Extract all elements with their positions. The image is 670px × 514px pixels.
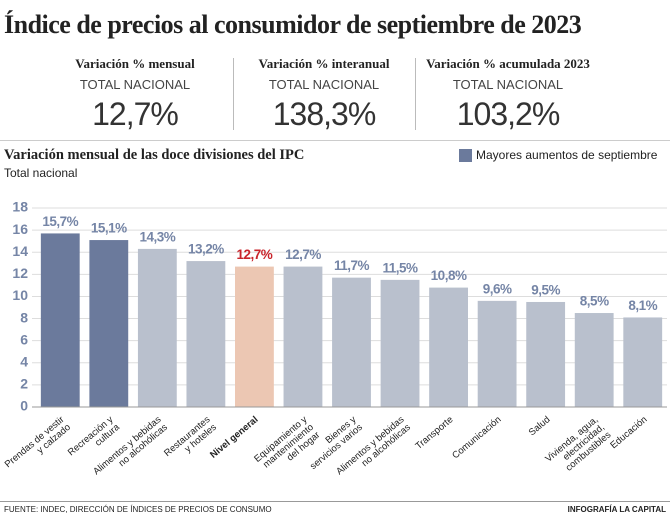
- source: FUENTE: INDEC, DIRECCIÓN DE ÍNDICES DE P…: [4, 505, 272, 514]
- value-label: 14,3%: [139, 229, 175, 244]
- kpi-sub: TOTAL NACIONAL: [79, 77, 191, 92]
- y-tick-label: 8: [20, 309, 28, 325]
- kpi: Variación % interanual TOTAL NACIONAL 138,…: [234, 56, 414, 133]
- value-label: 8,1%: [628, 298, 657, 313]
- legend-swatch: [459, 149, 472, 162]
- bar: [283, 266, 323, 407]
- credit: INFOGRAFÍA LA CAPITAL: [567, 505, 666, 514]
- bar: [526, 301, 566, 407]
- bar: [40, 233, 80, 407]
- value-label: 15,7%: [42, 214, 78, 229]
- separator: [0, 140, 670, 141]
- chart-title: Variación mensual de las doce divisiones…: [4, 147, 305, 163]
- value-label: 11,5%: [383, 260, 419, 275]
- y-tick-label: 12: [12, 265, 28, 281]
- bar: [623, 317, 663, 407]
- kpi-label: Variación % acumulada 2023: [426, 56, 590, 71]
- divider: [233, 58, 234, 130]
- bar: [89, 240, 129, 407]
- kpi-label: Variación % interanual: [258, 56, 390, 71]
- bar: [380, 279, 420, 407]
- y-tick-label: 10: [12, 287, 28, 303]
- bar: [574, 313, 614, 407]
- value-label: 12,7%: [285, 247, 321, 262]
- value-label: 15,1%: [91, 221, 127, 236]
- kpi: Variación % mensual TOTAL NACIONAL 12,7%: [45, 56, 225, 133]
- y-tick-label: 0: [20, 398, 28, 414]
- value-label: 11,7%: [334, 258, 370, 273]
- page-title: Índice de precios al consumidor de septi…: [4, 10, 582, 39]
- bar: [137, 248, 177, 407]
- value-label: 9,6%: [483, 281, 512, 296]
- kpi-value: 103,2%: [456, 96, 561, 132]
- kpi: Variación % acumulada 2023 TOTAL NACIONAL…: [418, 56, 598, 133]
- kpi-value: 138,3%: [272, 96, 377, 132]
- bar: [235, 266, 274, 407]
- legend-label: Mayores aumentos de septiembre: [476, 148, 658, 162]
- chart-subtitle: Total nacional: [4, 166, 78, 180]
- kpi-sub: TOTAL NACIONAL: [452, 77, 564, 92]
- value-label: 8,5%: [580, 294, 609, 309]
- y-tick-label: 14: [12, 243, 28, 259]
- value-label: 10,8%: [431, 268, 467, 283]
- y-tick-label: 16: [12, 221, 28, 237]
- value-label: 13,2%: [188, 242, 224, 257]
- y-tick-label: 6: [20, 331, 28, 347]
- bar: [332, 277, 371, 407]
- kpi-sub: TOTAL NACIONAL: [268, 77, 380, 92]
- y-tick-label: 2: [20, 376, 28, 392]
- bar: [477, 300, 517, 407]
- value-label: 9,5%: [531, 283, 560, 298]
- bar: [429, 287, 468, 407]
- y-tick-label: 18: [12, 199, 28, 215]
- y-tick-label: 4: [20, 353, 28, 369]
- kpi-value: 12,7%: [92, 96, 179, 132]
- footer-rule: [0, 501, 670, 502]
- divider: [415, 58, 416, 130]
- value-label: 12,7%: [237, 247, 273, 262]
- kpi-label: Variación % mensual: [75, 56, 195, 71]
- bar: [186, 261, 226, 407]
